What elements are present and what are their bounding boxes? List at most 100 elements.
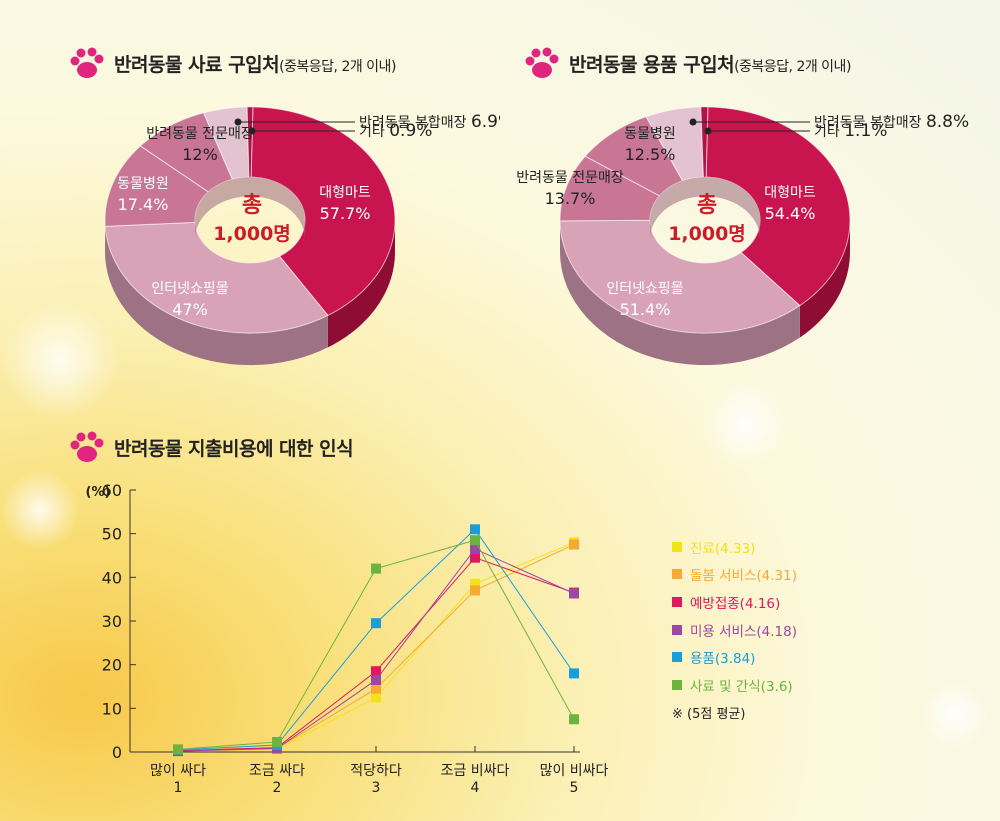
- series-point: [371, 674, 381, 685]
- paw-icon: [525, 47, 559, 78]
- slice-value: 54.4%: [765, 204, 816, 223]
- x-tick-label: 적당하다: [350, 763, 402, 779]
- line-legend: 진료(4.33) 돌봄 서비스(4.31) 예방접종(4.16) 미용 서비스(4.1…: [672, 533, 797, 726]
- paw-icon: [70, 431, 104, 462]
- slice-value: 6.9%: [471, 112, 500, 132]
- slice-value: 51.4%: [620, 300, 671, 319]
- x-tick-label: 조금 비싸다: [441, 763, 510, 779]
- slice-value: 57.7%: [320, 204, 371, 223]
- y-tick-label: 10: [102, 699, 122, 718]
- series-point: [371, 618, 381, 629]
- legend-label: 진료(4.33): [690, 540, 756, 557]
- cost-heading: 반려동물 지출비용에 대한 인식: [68, 430, 354, 464]
- feed-subtitle: (중복응답, 2개 이내): [279, 58, 396, 75]
- slice-value: 1.1%: [844, 121, 887, 141]
- series-point: [272, 736, 282, 747]
- series-line: [177, 544, 575, 752]
- series-point: [470, 578, 480, 589]
- slice-label: 반려동물 전문매장: [146, 126, 254, 142]
- legend-swatch: [672, 569, 682, 580]
- cost-title: 반려동물 지출비용에 대한 인식: [114, 437, 354, 460]
- goods-heading: 반려동물 용품 구입처(중복응답, 2개 이내): [523, 46, 851, 80]
- slice-label: 동물병원: [117, 176, 169, 192]
- legend-swatch: [672, 679, 682, 690]
- slice-value: 13.7%: [545, 189, 596, 208]
- donut-side-wall: [327, 220, 395, 348]
- donut-center-total-value: 1,000명: [213, 223, 291, 245]
- series-point: [371, 692, 381, 703]
- series-point: [470, 535, 480, 546]
- goods-donut-chart: 총 1,000명 대형마트 54.4% 인터넷쇼핑몰 51.4% 반려동물 전문매장 13.7…: [516, 106, 969, 366]
- legend-item: 진료(4.33): [672, 533, 797, 561]
- series-point: [569, 714, 579, 725]
- legend-label: 용품(3.84): [690, 651, 756, 668]
- legend-label: 사료 및 간식(3.6): [690, 678, 793, 695]
- slice-label: 인터넷쇼핑몰: [606, 281, 683, 297]
- bg-glow: [700, 380, 790, 470]
- slice-label: 인터넷쇼핑몰: [151, 281, 228, 297]
- legend-label: 예방접종(4.16): [690, 595, 781, 612]
- series-point: [569, 588, 579, 599]
- slice-value: 12.5%: [625, 145, 676, 164]
- goods-subtitle: (중복응답, 2개 이내): [734, 58, 851, 75]
- legend-item: 미용 서비스(4.18): [672, 616, 797, 644]
- slice-value: 47%: [172, 300, 208, 319]
- series-line: [177, 528, 575, 751]
- series-point: [371, 683, 381, 694]
- series-point: [371, 666, 381, 677]
- donut-side-wall: [560, 220, 800, 366]
- slice-value: 17.4%: [118, 195, 169, 214]
- goods-title: 반려동물 용품 구입처: [569, 53, 735, 76]
- donut-side-wall: [105, 226, 328, 366]
- x-tick-label: 조금 싸다: [249, 763, 305, 779]
- legend-swatch: [672, 652, 682, 663]
- x-tick-label: 많이 싸다: [150, 763, 206, 779]
- series-point: [470, 585, 480, 596]
- y-tick-label: 50: [102, 525, 122, 544]
- slice-label: 동물병원: [624, 126, 676, 142]
- x-tick-number: 3: [372, 780, 381, 796]
- series-point: [569, 668, 579, 679]
- donut-center-total-value: 1,000명: [668, 223, 746, 245]
- legend-swatch: [672, 541, 682, 552]
- x-tick-number: 1: [174, 780, 183, 796]
- donut-side-wall: [799, 220, 850, 338]
- y-tick-label: 20: [102, 656, 122, 675]
- feed-title: 반려동물 사료 구입처: [114, 53, 280, 76]
- y-tick-label: 0: [112, 743, 122, 762]
- legend-item: 사료 및 간식(3.6): [672, 671, 797, 699]
- legend-item: 용품(3.84): [672, 643, 797, 671]
- slice-label: 반려동물 복합매장 6.9%: [359, 112, 500, 132]
- series-point: [173, 744, 183, 755]
- x-tick-number: 5: [570, 780, 579, 796]
- donut-slice: [246, 106, 254, 178]
- slice-value: 8.8%: [926, 112, 969, 132]
- series-point: [470, 524, 480, 535]
- x-tick-number: 2: [273, 780, 282, 796]
- y-axis-unit: (%): [86, 485, 111, 500]
- legend-swatch: [672, 596, 682, 607]
- feed-heading: 반려동물 사료 구입처(중복응답, 2개 이내): [68, 46, 396, 80]
- slice-value: 12%: [182, 145, 218, 164]
- slice-label: 대형마트: [764, 185, 816, 201]
- legend-label: 미용 서비스(4.18): [690, 623, 797, 640]
- donut-center-total-label: 총: [697, 193, 717, 218]
- paw-icon: [70, 47, 104, 78]
- y-tick-label: 60: [102, 481, 122, 500]
- series-point: [371, 563, 381, 574]
- legend-item: 돌봄 서비스(4.31): [672, 561, 797, 589]
- series-line: [177, 541, 575, 752]
- slice-label: 반려동물 전문매장: [516, 170, 624, 186]
- y-tick-label: 30: [102, 612, 122, 631]
- bg-glow: [0, 300, 120, 420]
- donut-inner-wall: [195, 177, 305, 240]
- bg-glow: [0, 470, 80, 550]
- bg-glow: [920, 680, 990, 750]
- series-point: [569, 539, 579, 550]
- legend-label: 돌봄 서비스(4.31): [690, 568, 797, 585]
- feed-donut-chart: 총 1,000명 대형마트 57.7% 인터넷쇼핑몰 47% 동물병원 17.4% 반려동물 전…: [104, 106, 500, 366]
- series-line: [177, 548, 575, 752]
- series-point: [470, 543, 480, 554]
- donut-slice: [700, 106, 709, 178]
